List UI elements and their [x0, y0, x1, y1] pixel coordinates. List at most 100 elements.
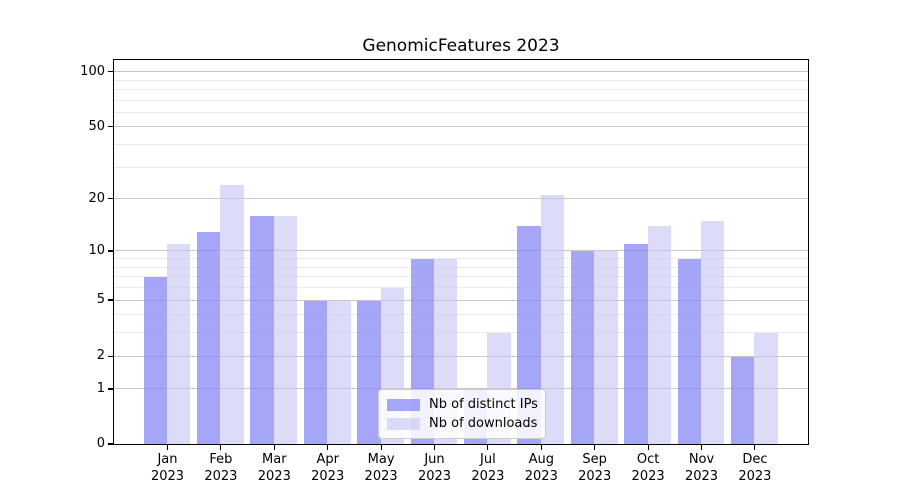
gridline-minor-70 — [114, 99, 808, 101]
gridline-major-100 — [114, 71, 808, 73]
y-tick-mark-5 — [108, 299, 113, 301]
bar-downloads-nov — [701, 221, 725, 444]
bar-downloads-dec — [754, 333, 778, 444]
legend-label-downloads: Nb of downloads — [429, 416, 538, 431]
gridline-minor-60 — [114, 111, 808, 113]
gridline-major-5 — [114, 299, 808, 301]
gridline-minor-6 — [114, 287, 808, 289]
x-tick-label-jan: Jan 2023 — [133, 451, 203, 485]
gridline-minor-90 — [114, 79, 808, 81]
x-tick-month: Jul — [480, 452, 496, 467]
legend-swatch-downloads-icon — [387, 417, 420, 430]
y-tick-mark-0 — [108, 443, 113, 445]
x-tick-label-mar: Mar 2023 — [239, 451, 309, 485]
bar-downloads-jan — [167, 244, 191, 444]
x-tick-label-may: May 2023 — [346, 451, 416, 485]
gridline-minor-30 — [114, 166, 808, 168]
bar-distinct-ips-jan — [143, 277, 167, 444]
x-tick-year: 2023 — [684, 469, 719, 484]
bar-downloads-aug — [540, 195, 565, 444]
y-tick-mark-2 — [108, 355, 113, 357]
x-tick-label-aug: Aug 2023 — [506, 451, 576, 485]
bar-distinct-ips-mar — [250, 216, 274, 444]
gridline-major-20 — [114, 198, 808, 200]
x-tick-label-feb: Feb 2023 — [186, 451, 256, 485]
bar-downloads-feb — [220, 185, 244, 444]
x-tick-year: 2023 — [631, 469, 665, 484]
x-tick-month: Jun — [424, 452, 445, 467]
y-tick-mark-50 — [108, 126, 113, 128]
x-tick-year: 2023 — [738, 469, 772, 484]
gridline-minor-7 — [114, 276, 808, 278]
y-tick-label-10: 10 — [88, 242, 105, 258]
x-tick-month: Feb — [209, 452, 233, 467]
y-tick-label-20: 20 — [88, 190, 105, 206]
x-tick-month: May — [367, 452, 395, 467]
x-tick-year: 2023 — [150, 469, 185, 484]
y-tick-mark-10 — [108, 250, 113, 252]
x-tick-mark-may — [380, 445, 382, 450]
y-tick-label-100: 100 — [80, 63, 105, 79]
x-tick-year: 2023 — [578, 469, 612, 484]
gridline-minor-3 — [114, 332, 808, 334]
y-tick-label-2: 2 — [96, 348, 105, 364]
x-tick-month: Dec — [742, 452, 768, 467]
bar-downloads-sep — [594, 251, 618, 444]
legend-item-downloads: Nb of downloads — [387, 414, 537, 433]
x-tick-mark-feb — [220, 445, 222, 450]
x-tick-mark-sep — [594, 445, 596, 450]
x-tick-month: Apr — [316, 452, 339, 467]
bar-distinct-ips-apr — [303, 300, 328, 444]
bar-distinct-ips-sep — [570, 251, 595, 444]
x-tick-year: 2023 — [471, 469, 505, 484]
x-tick-month: Sep — [582, 452, 607, 467]
x-tick-label-jul: Jul 2023 — [453, 451, 523, 485]
gridline-major-50 — [114, 126, 808, 128]
x-tick-mark-aug — [540, 445, 542, 450]
bar-distinct-ips-may — [357, 300, 381, 444]
y-tick-label-0: 0 — [96, 436, 105, 451]
gridline-major-2 — [114, 355, 808, 357]
x-tick-month: Jan — [157, 452, 178, 467]
x-tick-month: Oct — [636, 452, 660, 467]
gridline-minor-40 — [114, 144, 808, 146]
x-tick-mark-oct — [647, 445, 649, 450]
gridline-minor-80 — [114, 88, 808, 90]
x-tick-label-nov: Nov 2023 — [667, 451, 737, 485]
y-tick-mark-100 — [108, 70, 113, 73]
legend: Nb of distinct IPs Nb of downloads — [378, 389, 546, 439]
y-tick-label-50: 50 — [88, 118, 105, 134]
gridline-minor-8 — [114, 266, 808, 268]
x-tick-label-jun: Jun 2023 — [400, 451, 470, 485]
x-tick-mark-dec — [754, 445, 756, 450]
y-tick-mark-20 — [108, 198, 113, 200]
gridline-minor-9 — [114, 258, 808, 260]
bar-distinct-ips-nov — [677, 259, 701, 444]
x-tick-month: Aug — [528, 452, 554, 467]
x-tick-label-sep: Sep 2023 — [560, 451, 630, 485]
bar-distinct-ips-dec — [731, 356, 755, 444]
x-tick-year: 2023 — [417, 469, 452, 484]
x-tick-year: 2023 — [204, 469, 238, 484]
chart-title: GenomicFeatures 2023 — [362, 36, 560, 56]
gridline-major-1 — [114, 388, 808, 390]
bar-distinct-ips-oct — [624, 244, 648, 444]
y-tick-mark-1 — [108, 388, 113, 390]
legend-item-distinct-ips: Nb of distinct IPs — [387, 395, 538, 414]
bar-distinct-ips-feb — [197, 231, 221, 444]
x-tick-mark-nov — [700, 445, 703, 450]
legend-label-distinct-ips: Nb of distinct IPs — [429, 397, 538, 412]
x-tick-mark-jul — [487, 445, 489, 450]
gridline-minor-4 — [114, 314, 808, 316]
plot-area — [113, 59, 809, 445]
x-tick-mark-jun — [433, 445, 436, 450]
x-tick-mark-mar — [273, 445, 275, 450]
x-tick-year: 2023 — [311, 469, 345, 484]
bar-downloads-mar — [273, 216, 298, 444]
x-tick-mark-apr — [327, 445, 329, 450]
x-tick-label-oct: Oct 2023 — [613, 451, 683, 485]
y-tick-label-1: 1 — [96, 380, 105, 396]
x-tick-month: Nov — [688, 452, 715, 467]
x-tick-year: 2023 — [257, 469, 291, 484]
